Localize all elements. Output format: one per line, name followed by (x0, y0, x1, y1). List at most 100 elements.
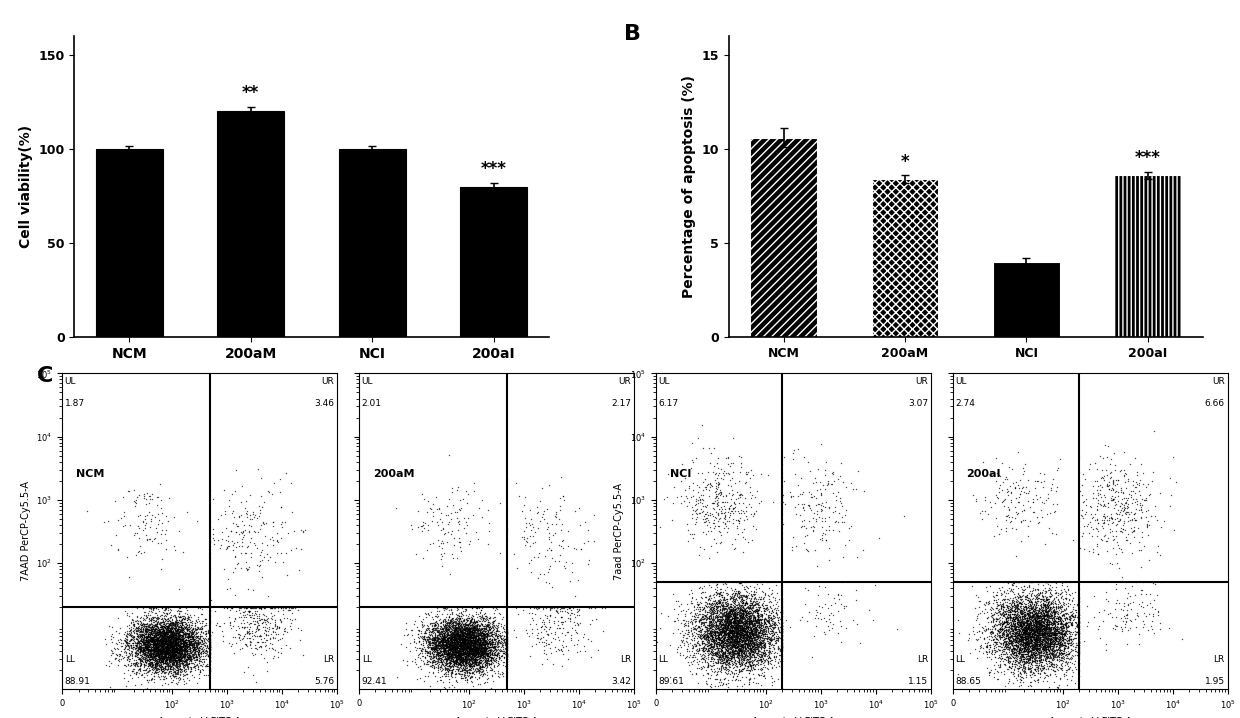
Point (744, 615, 764, 626)
Point (1044, 594, 1064, 605)
Point (244, 615, 264, 627)
Point (461, 618, 481, 630)
Point (172, 625, 192, 637)
Point (735, 652, 755, 663)
Point (430, 652, 450, 663)
Point (994, 616, 1014, 628)
Point (456, 654, 476, 666)
Point (1087, 549, 1107, 560)
Point (1025, 607, 1045, 618)
Point (464, 645, 484, 657)
Point (1019, 627, 1039, 638)
Point (733, 645, 753, 657)
Point (211, 620, 231, 632)
Point (475, 630, 495, 641)
Point (1038, 620, 1058, 631)
Point (681, 462, 701, 474)
Point (1017, 633, 1037, 644)
Point (451, 628, 471, 639)
Point (1017, 617, 1037, 629)
Point (1014, 625, 1034, 637)
Point (769, 643, 789, 655)
Point (489, 635, 508, 646)
Point (1013, 617, 1033, 628)
Point (758, 623, 777, 634)
Point (718, 480, 738, 491)
Point (166, 642, 186, 653)
Point (226, 563, 246, 574)
Point (170, 653, 190, 665)
Point (1025, 620, 1045, 632)
Point (105, 495, 125, 507)
Point (139, 643, 159, 655)
Point (707, 490, 727, 502)
Point (160, 629, 180, 640)
Point (709, 602, 729, 613)
Point (187, 645, 207, 657)
Point (729, 507, 749, 518)
Point (708, 630, 728, 641)
Point (176, 636, 196, 648)
Point (445, 648, 465, 659)
Point (1011, 635, 1030, 647)
Point (699, 612, 719, 624)
Point (165, 634, 185, 645)
Point (439, 638, 459, 649)
Point (759, 638, 779, 650)
Point (730, 631, 750, 643)
Point (730, 600, 750, 611)
Point (1019, 630, 1039, 642)
Point (171, 617, 191, 628)
Point (750, 633, 770, 645)
Point (134, 658, 154, 669)
Point (153, 625, 172, 637)
Point (702, 643, 722, 655)
Point (708, 614, 728, 625)
Point (714, 625, 734, 637)
Point (1019, 580, 1039, 592)
Point (1035, 605, 1055, 617)
Point (497, 650, 517, 661)
Point (444, 626, 464, 638)
Point (475, 628, 495, 640)
Point (151, 648, 171, 660)
Point (1029, 655, 1049, 666)
Point (701, 607, 720, 618)
Point (131, 625, 151, 636)
Point (1104, 530, 1123, 541)
Point (1024, 624, 1044, 635)
Point (743, 470, 763, 481)
Point (1030, 626, 1050, 638)
Point (738, 623, 758, 634)
Point (252, 572, 272, 583)
Point (427, 634, 446, 645)
Point (427, 646, 446, 658)
Point (552, 471, 572, 482)
Point (154, 641, 174, 653)
Point (188, 634, 208, 645)
Point (139, 653, 159, 665)
Point (479, 656, 498, 667)
Point (744, 650, 764, 661)
Point (176, 635, 196, 646)
Point (162, 639, 182, 651)
Point (1016, 638, 1035, 649)
Point (453, 630, 472, 642)
Point (475, 651, 495, 662)
Point (148, 620, 167, 632)
Point (463, 645, 482, 657)
Point (154, 645, 174, 656)
Point (557, 604, 577, 615)
Point (466, 645, 486, 657)
Point (742, 615, 761, 627)
Point (258, 635, 278, 646)
Point (453, 634, 472, 645)
Point (438, 661, 458, 672)
Point (733, 633, 753, 644)
Point (456, 629, 476, 640)
Point (495, 647, 515, 658)
Point (169, 635, 188, 647)
Point (453, 668, 472, 680)
Point (1017, 628, 1037, 639)
Point (412, 615, 432, 627)
